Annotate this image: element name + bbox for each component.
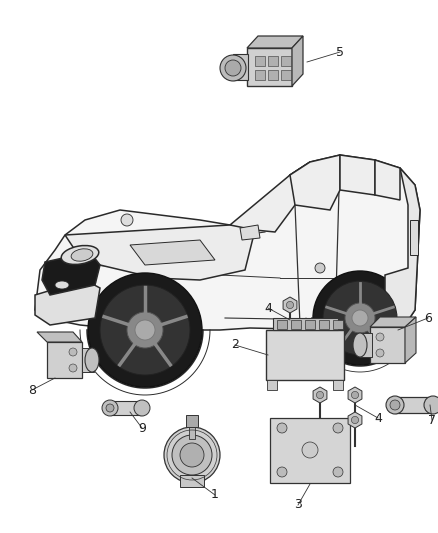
Text: 3: 3 bbox=[294, 498, 302, 512]
Text: 1: 1 bbox=[211, 489, 219, 502]
Circle shape bbox=[225, 60, 241, 76]
Circle shape bbox=[69, 348, 77, 356]
Polygon shape bbox=[65, 215, 265, 280]
Ellipse shape bbox=[71, 249, 93, 261]
Polygon shape bbox=[247, 36, 303, 48]
Text: 7: 7 bbox=[428, 414, 436, 426]
Circle shape bbox=[333, 467, 343, 477]
Text: 9: 9 bbox=[138, 422, 146, 434]
Circle shape bbox=[127, 312, 163, 348]
Circle shape bbox=[345, 303, 375, 333]
Polygon shape bbox=[333, 380, 343, 390]
Ellipse shape bbox=[61, 246, 99, 264]
Polygon shape bbox=[290, 155, 340, 210]
Circle shape bbox=[69, 364, 77, 372]
Bar bbox=[333, 320, 343, 329]
Bar bbox=[291, 320, 301, 329]
Bar bbox=[281, 56, 291, 66]
Text: 2: 2 bbox=[231, 338, 239, 351]
Bar bbox=[82, 348, 94, 372]
Circle shape bbox=[315, 263, 325, 273]
Polygon shape bbox=[370, 317, 416, 327]
Bar bbox=[189, 427, 195, 439]
Circle shape bbox=[390, 400, 400, 410]
Bar bbox=[410, 220, 418, 255]
Text: 4: 4 bbox=[264, 302, 272, 314]
Circle shape bbox=[102, 400, 118, 416]
Bar bbox=[360, 333, 372, 357]
Bar bbox=[268, 56, 278, 66]
Bar bbox=[247, 48, 292, 86]
Bar bbox=[319, 320, 329, 329]
Circle shape bbox=[100, 285, 190, 375]
Bar bbox=[255, 70, 265, 80]
Ellipse shape bbox=[353, 333, 367, 357]
Ellipse shape bbox=[85, 348, 99, 372]
Polygon shape bbox=[267, 380, 277, 390]
Bar bbox=[233, 54, 248, 80]
Polygon shape bbox=[42, 252, 100, 295]
Bar bbox=[281, 70, 291, 80]
Circle shape bbox=[106, 404, 114, 412]
Circle shape bbox=[313, 271, 407, 365]
Circle shape bbox=[286, 301, 293, 309]
Polygon shape bbox=[35, 280, 100, 325]
Circle shape bbox=[376, 333, 384, 341]
Polygon shape bbox=[375, 160, 400, 200]
Circle shape bbox=[323, 281, 397, 355]
Bar bbox=[395, 397, 433, 413]
Bar bbox=[277, 320, 287, 329]
Bar bbox=[266, 330, 344, 380]
Circle shape bbox=[351, 391, 359, 399]
Bar bbox=[273, 318, 338, 330]
Circle shape bbox=[172, 435, 212, 475]
Text: 6: 6 bbox=[424, 311, 432, 325]
Circle shape bbox=[316, 391, 324, 399]
Circle shape bbox=[376, 349, 384, 357]
Text: 4: 4 bbox=[374, 411, 382, 424]
Polygon shape bbox=[240, 225, 260, 240]
Bar bbox=[47, 342, 82, 378]
Polygon shape bbox=[313, 387, 327, 403]
Circle shape bbox=[88, 273, 202, 387]
Text: 8: 8 bbox=[28, 384, 36, 397]
Circle shape bbox=[386, 396, 404, 414]
Bar bbox=[186, 415, 198, 427]
Bar bbox=[110, 401, 142, 415]
Circle shape bbox=[180, 443, 204, 467]
Polygon shape bbox=[348, 387, 362, 403]
Circle shape bbox=[424, 396, 438, 414]
Circle shape bbox=[352, 310, 368, 326]
Bar bbox=[180, 475, 204, 487]
Polygon shape bbox=[230, 162, 310, 232]
Circle shape bbox=[135, 320, 155, 340]
Polygon shape bbox=[283, 297, 297, 313]
Polygon shape bbox=[292, 36, 303, 86]
Circle shape bbox=[333, 423, 343, 433]
Circle shape bbox=[121, 214, 133, 226]
Polygon shape bbox=[37, 332, 82, 342]
Polygon shape bbox=[348, 412, 362, 428]
Circle shape bbox=[302, 442, 318, 458]
Circle shape bbox=[277, 423, 287, 433]
Ellipse shape bbox=[55, 281, 69, 289]
Text: 5: 5 bbox=[336, 45, 344, 59]
Polygon shape bbox=[35, 155, 420, 330]
Circle shape bbox=[164, 427, 220, 483]
Polygon shape bbox=[340, 155, 375, 195]
Polygon shape bbox=[130, 240, 215, 265]
Circle shape bbox=[220, 55, 246, 81]
Bar bbox=[268, 70, 278, 80]
Circle shape bbox=[351, 416, 359, 424]
Bar bbox=[305, 320, 315, 329]
Polygon shape bbox=[385, 168, 420, 330]
Polygon shape bbox=[405, 317, 416, 363]
Bar bbox=[255, 56, 265, 66]
Circle shape bbox=[134, 400, 150, 416]
Bar bbox=[270, 418, 350, 483]
Bar bbox=[370, 327, 405, 363]
Circle shape bbox=[277, 467, 287, 477]
